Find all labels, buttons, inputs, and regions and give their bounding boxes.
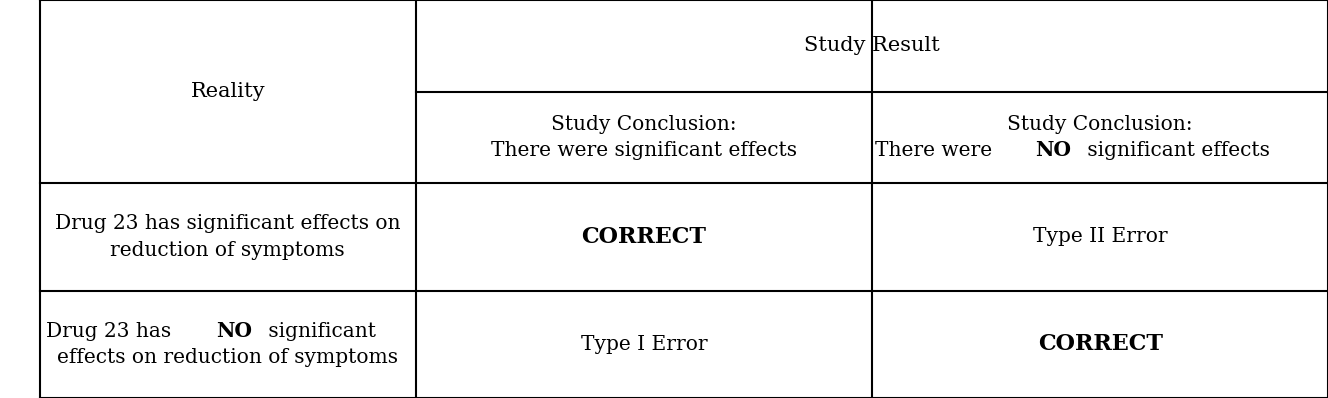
Text: Type I Error: Type I Error xyxy=(580,335,708,354)
Text: CORRECT: CORRECT xyxy=(582,226,706,248)
Text: There were: There were xyxy=(875,141,999,160)
Text: effects on reduction of symptoms: effects on reduction of symptoms xyxy=(57,348,398,367)
Text: Study Result: Study Result xyxy=(803,36,940,55)
Text: Type II Error: Type II Error xyxy=(1033,227,1167,246)
Text: significant: significant xyxy=(262,322,376,341)
Text: Drug 23 has: Drug 23 has xyxy=(46,322,178,341)
Text: NO: NO xyxy=(1035,140,1070,160)
Text: Study Conclusion:
There were significant effects: Study Conclusion: There were significant… xyxy=(491,115,797,160)
Text: Reality: Reality xyxy=(190,82,266,101)
Text: CORRECT: CORRECT xyxy=(1037,333,1163,355)
Text: significant effects: significant effects xyxy=(1081,141,1270,160)
Text: NO: NO xyxy=(216,321,252,341)
Text: Study Conclusion:: Study Conclusion: xyxy=(1008,115,1193,134)
Text: Drug 23 has significant effects on
reduction of symptoms: Drug 23 has significant effects on reduc… xyxy=(54,214,401,259)
